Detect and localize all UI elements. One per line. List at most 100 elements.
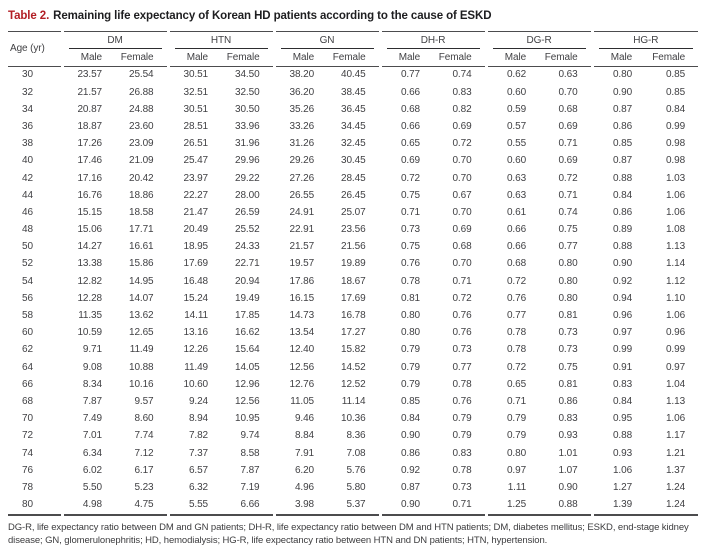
value-cell: 0.55 [484,135,540,153]
value-cell: 0.72 [558,172,578,184]
value-cell: 0.87 [590,101,646,119]
value-cell: 0.93 [558,430,578,442]
value-cell: 0.69 [378,152,434,170]
value-cell: 0.79 [452,430,472,442]
value-cell: 14.27 [60,238,115,256]
table-row: 42 17.16 20.42 23.97 29.22 27.26 28.45 0.72 0.70… [8,169,698,188]
value-cell: 0.75 [558,361,578,373]
value-cell: 0.63 [558,69,578,81]
table-row: 52 13.38 15.86 17.69 22.71 19.57 19.89 0.76 0.70… [8,255,698,274]
value-cell: 0.72 [378,169,434,188]
value-cell: 1.01 [558,447,578,459]
value-cell: 12.96 [235,378,260,390]
value-cell: 0.69 [558,120,578,132]
value-cell: 0.77 [452,361,472,373]
value-cell: 0.75 [378,187,434,205]
value-cell: 7.08 [346,447,366,459]
table-row: 38 17.26 23.09 26.51 31.96 31.26 32.45 0.65 0.72… [8,135,698,153]
value-cell: 0.80 [378,324,434,342]
value-cell: 6.02 [60,462,115,480]
value-cell: 10.59 [60,324,115,342]
value-cell: 1.10 [665,292,686,304]
age-cell: 34 [22,103,33,115]
value-cell: 0.73 [558,327,578,339]
value-cell: 13.38 [60,255,115,274]
value-cell: 34.45 [341,120,366,132]
value-cell: 0.89 [590,221,646,239]
value-cell: 0.62 [484,66,540,84]
value-cell: 0.67 [452,189,472,201]
value-cell: 0.86 [590,204,646,222]
age-cell: 60 [22,327,33,339]
value-cell: 0.77 [378,66,434,84]
value-cell: 31.96 [235,138,260,150]
value-cell: 0.71 [452,275,472,287]
value-cell: 13.16 [166,324,222,342]
value-cell: 0.83 [558,413,578,425]
value-cell: 33.26 [272,118,328,136]
value-cell: 18.58 [128,206,154,218]
value-cell: 0.98 [665,155,686,167]
value-cell: 0.86 [590,118,646,136]
value-cell: 0.91 [590,358,646,377]
value-cell: 0.98 [665,138,686,150]
value-cell: 0.70 [452,155,472,167]
value-cell: 38.20 [272,66,328,84]
age-cell: 50 [22,241,33,253]
value-cell: 4.98 [60,496,115,516]
value-cell: 0.80 [484,444,540,463]
sub-header-male: Male [60,48,115,67]
sub-header-female: Female [221,48,275,67]
age-cell: 74 [22,447,33,459]
value-cell: 26.55 [272,187,328,205]
value-cell: 0.70 [558,86,578,98]
value-cell: 12.52 [341,378,366,390]
value-cell: 9.08 [60,358,115,377]
value-cell: 0.80 [558,292,578,304]
value-cell: 20.49 [166,221,222,239]
value-cell: 12.28 [60,290,115,308]
value-cell: 1.14 [665,258,686,270]
age-cell: 72 [22,430,33,442]
table-row: 34 20.87 24.88 30.51 30.50 35.26 36.45 0.68 0.82… [8,101,698,119]
age-cell: 80 [8,496,62,516]
sub-header-female: Female [539,48,593,67]
value-cell: 0.83 [590,376,646,394]
value-cell: 0.80 [558,275,578,287]
value-cell: 1.13 [665,241,686,253]
value-cell: 0.69 [452,224,472,236]
value-cell: 12.40 [272,341,328,359]
value-cell: 7.87 [60,393,115,411]
value-cell: 11.05 [272,393,328,411]
table-row: 48 15.06 17.71 20.49 25.52 22.91 23.56 0.73 0.69… [8,221,698,239]
value-cell: 0.71 [558,189,578,201]
value-cell: 0.86 [378,444,434,463]
value-cell: 17.69 [341,292,366,304]
age-column-header: Age (yr) [8,30,62,67]
value-cell: 28.00 [235,189,260,201]
value-cell: 21.47 [166,204,222,222]
table-row: 74 6.34 7.12 7.37 8.58 7.91 7.08 0.86 0.83 0.80 1.… [8,444,698,463]
value-cell: 0.76 [378,255,434,274]
value-cell: 24.91 [272,204,328,222]
table-row: 56 12.28 14.07 15.24 19.49 16.15 17.69 0.81 0.72… [8,290,698,308]
value-cell: 6.17 [134,464,154,476]
age-cell: 58 [22,310,33,322]
value-cell: 1.06 [665,206,686,218]
value-cell: 36.20 [272,83,328,102]
value-cell: 0.99 [590,341,646,359]
value-cell: 1.39 [590,496,646,516]
value-cell: 0.88 [539,496,593,516]
value-cell: 26.51 [166,135,222,153]
value-cell: 0.71 [378,204,434,222]
value-cell: 1.07 [558,464,578,476]
value-cell: 10.88 [128,361,154,373]
group-header-dm: DM [60,30,169,49]
value-cell: 11.14 [341,395,366,407]
value-cell: 1.27 [590,479,646,497]
value-cell: 1.08 [665,224,686,236]
value-cell: 15.82 [341,344,366,356]
value-cell: 30.51 [166,66,222,84]
age-cell: 68 [22,395,33,407]
value-cell: 32.50 [235,86,260,98]
